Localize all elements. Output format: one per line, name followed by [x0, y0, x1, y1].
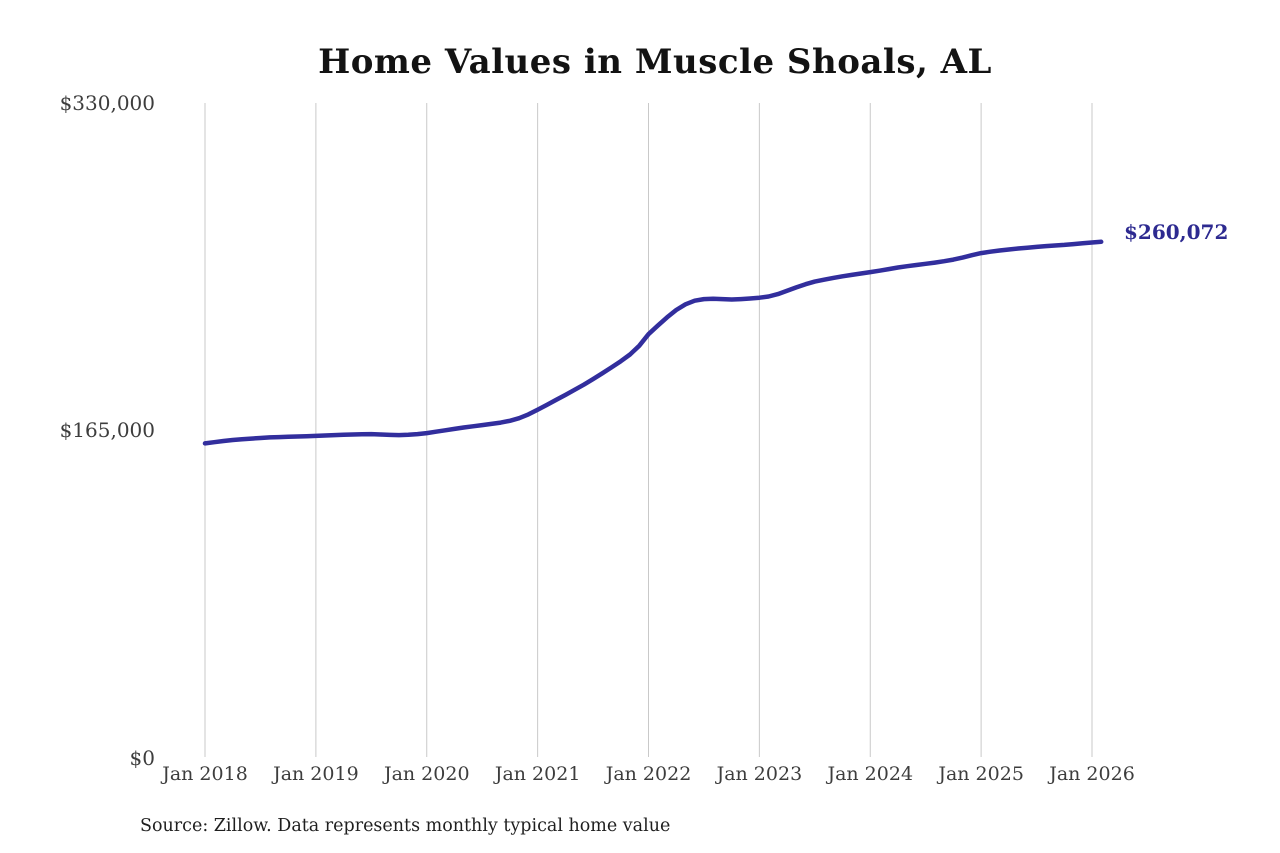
x-axis-tick-label: Jan 2019 — [273, 763, 359, 785]
chart-title: Home Values in Muscle Shoals, AL — [318, 42, 992, 82]
x-axis-tick-label: Jan 2023 — [716, 763, 803, 785]
x-axis-tick-label: Jan 2026 — [1049, 763, 1135, 785]
x-axis-tick-label: Jan 2020 — [383, 763, 470, 785]
latest-value-label: $260,072 — [1124, 220, 1229, 244]
x-axis-tick-label: Jan 2024 — [827, 763, 914, 785]
y-axis-tick-label: $330,000 — [59, 91, 155, 115]
source-note: Source: Zillow. Data represents monthly … — [140, 816, 671, 836]
x-axis-tick-label: Jan 2018 — [162, 763, 248, 785]
x-axis-tick-label: Jan 2021 — [494, 763, 581, 785]
y-axis-tick-label: $165,000 — [59, 418, 155, 442]
home-value-line-series — [202, 239, 1104, 446]
vertical-gridlines — [204, 103, 1093, 757]
y-axis-tick-label: $0 — [129, 746, 155, 770]
x-axis-tick-label: Jan 2025 — [938, 763, 1024, 785]
x-axis-tick-label: Jan 2022 — [605, 763, 692, 785]
